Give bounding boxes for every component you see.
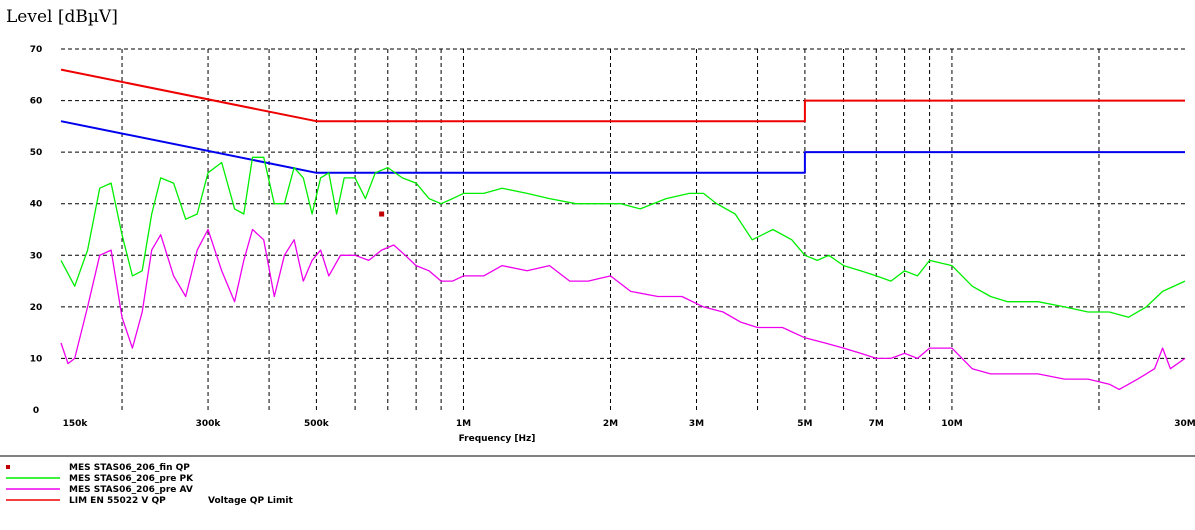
x-tick-label: 300k	[196, 419, 222, 429]
legend-label: MES STAS06_206_fin QP	[69, 463, 190, 473]
y-tick-label: 30	[30, 251, 43, 261]
y-tick-label: 60	[30, 97, 43, 107]
legend-marker-swatch	[6, 465, 10, 469]
measurement-traces	[60, 156, 1186, 391]
x-tick-label: 2M	[603, 419, 618, 429]
qp-limit-line	[60, 68, 1185, 123]
limit-lines	[60, 68, 1185, 174]
average-trace	[60, 228, 1186, 391]
x-tick-label: 30M	[1174, 419, 1195, 429]
x-tick-label: 500k	[304, 419, 330, 429]
legend-label: MES STAS06_206_pre PK	[69, 474, 194, 484]
y-tick-label: 70	[30, 45, 43, 55]
x-tick-label: 1M	[456, 419, 471, 429]
x-tick-label: 150k	[63, 419, 89, 429]
av-limit-line	[60, 120, 1185, 174]
y-tick-label: 20	[30, 303, 43, 313]
x-tick-label: 10M	[941, 419, 963, 429]
y-tick-label: 50	[30, 148, 43, 158]
chart-title: Level [dBµV]	[6, 7, 118, 27]
peak-trace	[60, 156, 1186, 318]
y-tick-label: 10	[30, 354, 43, 364]
x-tick-label: 7M	[869, 419, 884, 429]
qp-marker-point	[379, 211, 385, 217]
y-tick-label: 0	[33, 406, 39, 416]
y-tick-labels: 0 10 20 30 40 50 60 70	[30, 45, 43, 416]
x-tick-labels: 150k 300k 500k 1M 2M 3M 5M 7M 10M 30M	[63, 419, 1195, 429]
legend-extra-label: Voltage QP Limit	[208, 496, 293, 506]
legend-label: LIM EN 55022 V QP	[69, 496, 166, 506]
x-tick-label: 5M	[797, 419, 812, 429]
legend-label: MES STAS06_206_pre AV	[69, 485, 193, 495]
x-axis-label: Frequency [Hz]	[459, 434, 536, 444]
x-tick-label: 3M	[689, 419, 704, 429]
y-tick-label: 40	[30, 200, 43, 210]
